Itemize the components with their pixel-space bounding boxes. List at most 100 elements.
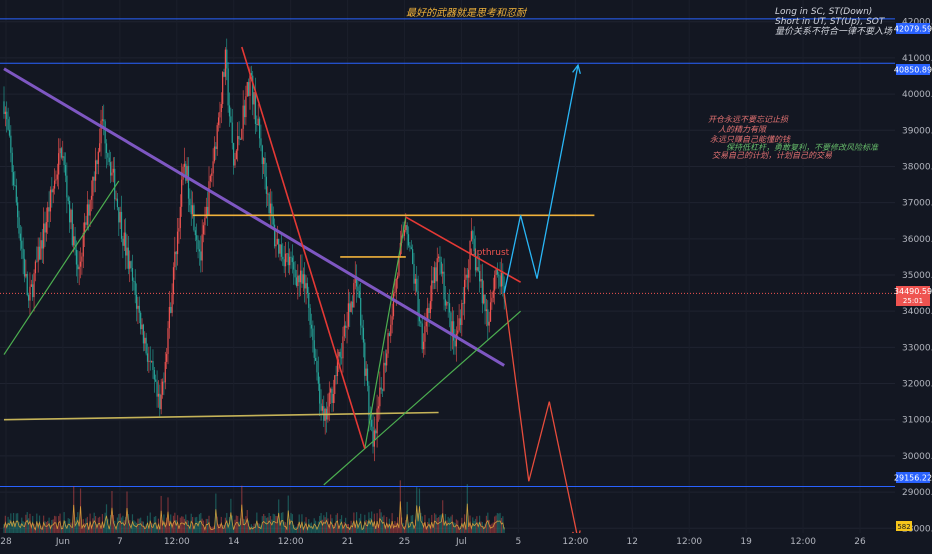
time-axis-background xyxy=(0,533,932,550)
volume-bar xyxy=(230,498,232,533)
volume-bar xyxy=(446,520,448,533)
volume-bar xyxy=(330,514,332,533)
volume-bar xyxy=(346,524,348,533)
volume-bar xyxy=(254,523,257,533)
candle-body xyxy=(241,128,243,140)
candle-body xyxy=(201,234,203,261)
candle-body xyxy=(298,275,300,283)
candle-body xyxy=(155,379,157,382)
volume-bar xyxy=(481,522,483,533)
volume-bar xyxy=(319,515,321,533)
candle-body xyxy=(43,223,45,249)
candle-body xyxy=(499,275,501,287)
candle-body xyxy=(11,152,13,173)
volume-bar xyxy=(347,524,349,533)
candle-body xyxy=(181,179,183,207)
volume-tag: 582 xyxy=(896,521,912,531)
candle-body xyxy=(256,123,258,126)
candle-body xyxy=(7,119,9,130)
candle-body xyxy=(278,238,280,254)
volume-bar xyxy=(187,520,190,533)
volume-bar xyxy=(164,522,166,533)
candle-body xyxy=(377,406,380,409)
volume-bar xyxy=(182,516,184,533)
volume-bar xyxy=(84,523,86,533)
volume-bar xyxy=(368,512,370,533)
candle-body xyxy=(142,324,144,344)
candle-body xyxy=(301,270,303,284)
trendline-trend_up xyxy=(3,180,120,355)
candle-body xyxy=(489,302,492,322)
candle-body xyxy=(268,193,270,214)
candle-body xyxy=(234,159,236,166)
volume-bar xyxy=(269,516,272,533)
price-tick-label: 32000.00 xyxy=(902,380,932,390)
candle-body xyxy=(339,351,341,358)
volume-bar xyxy=(156,526,158,533)
volume-bar xyxy=(153,516,155,533)
candle-body xyxy=(123,232,125,246)
candle-body xyxy=(105,143,108,154)
volume-ma-line xyxy=(3,501,505,531)
volume-bar xyxy=(92,518,94,533)
volume-bar xyxy=(500,517,503,533)
volume-bar xyxy=(427,521,429,533)
volume-bar xyxy=(246,510,248,533)
projection-up xyxy=(503,65,579,294)
volume-bar xyxy=(152,523,154,533)
volume-bar xyxy=(144,525,146,533)
note-line-2: 人的精力有限 xyxy=(718,125,767,134)
volume-bar xyxy=(12,512,15,533)
candle-body xyxy=(459,318,462,325)
candle-body xyxy=(252,75,254,105)
volume-bar xyxy=(401,517,403,533)
volume-bar xyxy=(474,518,477,533)
candle-body xyxy=(243,105,246,118)
volume-bar xyxy=(479,515,481,533)
candle-body xyxy=(406,225,408,235)
volume-bar xyxy=(64,520,67,533)
candle-body xyxy=(410,247,412,250)
candle-body xyxy=(250,73,252,76)
volume-bar xyxy=(40,525,42,533)
volume-bar xyxy=(238,521,240,533)
volume-bar xyxy=(245,516,247,533)
candle-body xyxy=(75,249,78,265)
candle-body xyxy=(362,327,365,343)
volume-bar xyxy=(41,526,43,533)
candle-body xyxy=(213,146,216,162)
candle-body xyxy=(44,223,46,233)
volume-bar xyxy=(207,518,209,533)
volume-bar xyxy=(495,515,497,533)
volume-bar xyxy=(498,513,500,533)
time-tick-label: 12:00 xyxy=(278,537,304,547)
volume-bar xyxy=(366,521,369,533)
volume-bar xyxy=(331,518,333,533)
candle-body xyxy=(407,234,410,246)
time-tick-label: Jun xyxy=(55,537,70,547)
candle-body xyxy=(353,283,355,308)
price-axis[interactable]: 28000.00 29000.00 30000.00 31000.00 32000.00… xyxy=(895,0,932,550)
candle-body xyxy=(108,157,110,163)
volume-bar xyxy=(317,521,319,533)
time-axis[interactable]: 28 Jun 7 12:00 14 12:00 21 25 Jul 5 12:00 12 12:00 19… xyxy=(0,533,932,550)
candle-body xyxy=(34,261,37,274)
volume-bar xyxy=(461,517,463,533)
candle-body xyxy=(93,176,95,181)
candle-body xyxy=(447,302,449,304)
trendline-trend_up xyxy=(364,217,407,449)
volume-bar xyxy=(74,521,76,533)
volume-bar xyxy=(455,519,457,533)
candle-body xyxy=(23,258,26,277)
candle-body xyxy=(77,264,79,270)
volume-bar xyxy=(33,523,35,533)
volume-bar xyxy=(315,520,317,533)
candle-body xyxy=(53,180,56,189)
candle-body xyxy=(310,324,313,329)
candle-body xyxy=(111,172,113,176)
volume-bar xyxy=(388,518,390,533)
volume-bar xyxy=(335,514,337,533)
volume-bar xyxy=(226,512,228,533)
